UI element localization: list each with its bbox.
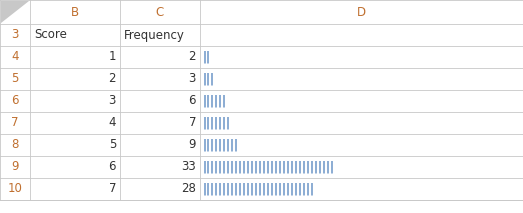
Text: 5: 5: [109, 138, 116, 151]
Text: 1: 1: [108, 50, 116, 63]
Text: 6: 6: [12, 95, 19, 108]
Text: Score: Score: [34, 29, 67, 42]
Text: Frequency: Frequency: [124, 29, 185, 42]
Text: |||||||: |||||||: [203, 117, 231, 130]
Text: 6: 6: [108, 161, 116, 174]
Text: |||||||||||||||||||||||||||||||||: |||||||||||||||||||||||||||||||||: [203, 161, 335, 174]
Text: 5: 5: [12, 72, 19, 85]
Text: 28: 28: [181, 183, 196, 196]
Text: D: D: [357, 6, 366, 19]
Text: 9: 9: [12, 161, 19, 174]
Text: 4: 4: [108, 117, 116, 130]
Text: 6: 6: [188, 95, 196, 108]
Text: 3: 3: [189, 72, 196, 85]
Text: 33: 33: [181, 161, 196, 174]
Text: 3: 3: [12, 29, 19, 42]
Text: ||: ||: [203, 50, 211, 63]
Text: C: C: [156, 6, 164, 19]
Text: 3: 3: [109, 95, 116, 108]
Text: 9: 9: [188, 138, 196, 151]
Text: 2: 2: [188, 50, 196, 63]
Text: 10: 10: [7, 183, 22, 196]
Text: ||||||||||||||||||||||||||||: ||||||||||||||||||||||||||||: [203, 183, 315, 196]
Text: B: B: [71, 6, 79, 19]
Text: 2: 2: [108, 72, 116, 85]
Text: |||||||||: |||||||||: [203, 138, 239, 151]
Text: 4: 4: [12, 50, 19, 63]
Text: 7: 7: [188, 117, 196, 130]
Text: |||: |||: [203, 72, 215, 85]
Text: 7: 7: [12, 117, 19, 130]
Text: 8: 8: [12, 138, 19, 151]
Text: ||||||: ||||||: [203, 95, 227, 108]
Polygon shape: [1, 1, 29, 23]
Text: 7: 7: [108, 183, 116, 196]
